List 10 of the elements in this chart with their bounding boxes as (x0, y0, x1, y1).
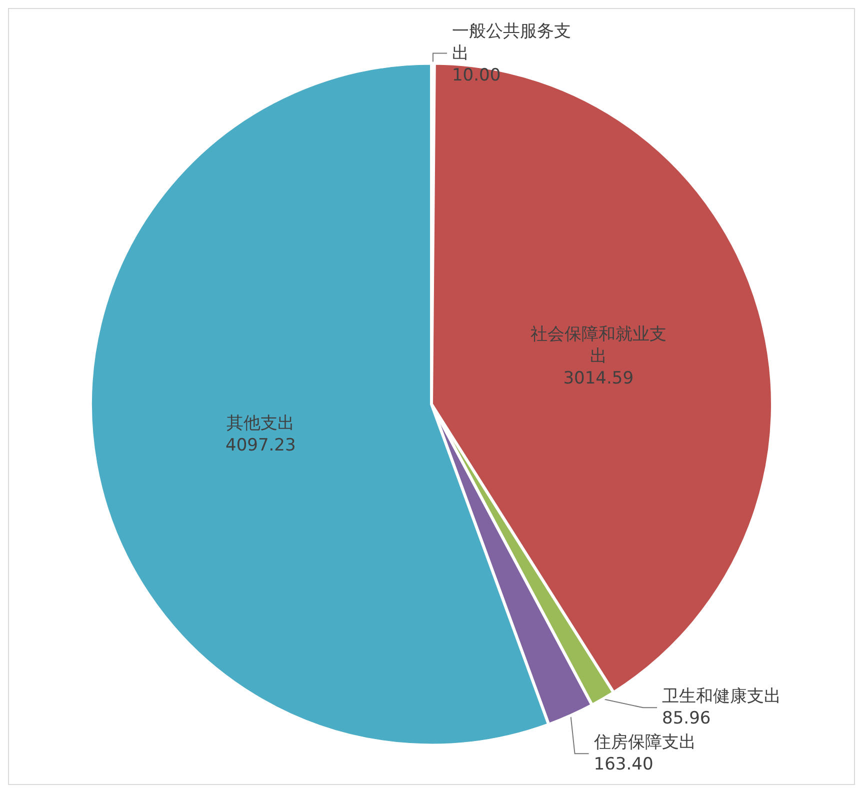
slice-label: 卫生和健康支出 (662, 686, 782, 707)
data-label: 3014.59 (563, 368, 634, 389)
data-label: 4097.23 (226, 436, 296, 456)
data-label: 10.00 (452, 65, 501, 86)
data-label: 163.40 (594, 754, 654, 775)
slice-label: 其他支出 (226, 414, 295, 434)
slice-label: 一般公共服务支出 (452, 21, 571, 64)
slice-label: 住房保障支出 (592, 732, 696, 753)
data-label: 85.96 (662, 708, 711, 729)
slice-label: 社会保障和就业支出 (530, 324, 666, 367)
